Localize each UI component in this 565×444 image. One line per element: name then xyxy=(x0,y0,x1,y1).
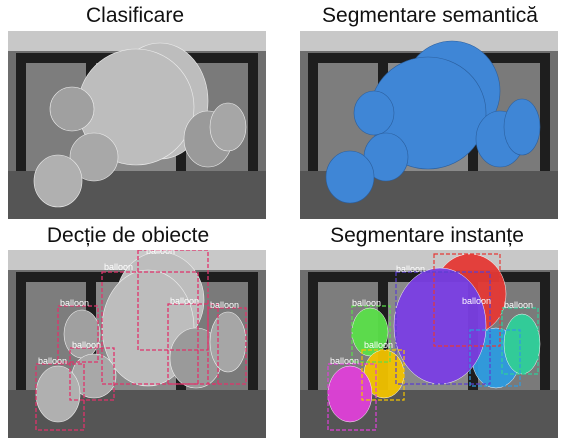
title-classification: Clasificare xyxy=(85,4,185,27)
instance-segmentation-image: balloon balloon balloon balloon balloon … xyxy=(300,250,558,438)
title-instance-segmentation: Segmentare instanțe xyxy=(330,224,524,247)
instance-label: balloon xyxy=(330,356,359,366)
classification-image xyxy=(8,31,266,219)
detection-label: balloon xyxy=(210,300,239,310)
detection-box xyxy=(167,303,219,385)
instance-label: balloon xyxy=(504,300,533,310)
semantic-segmentation-image xyxy=(300,31,558,219)
detection-box xyxy=(207,307,247,385)
detection-box xyxy=(57,305,99,363)
detection-label: balloon xyxy=(38,356,67,366)
detection-label: balloon xyxy=(146,250,175,256)
detection-label: balloon xyxy=(60,298,89,308)
detection-box xyxy=(35,363,85,431)
instance-label: balloon xyxy=(462,296,491,306)
detection-label: balloon xyxy=(72,340,101,350)
detection-label: balloon xyxy=(170,296,199,306)
detection-box xyxy=(101,271,199,385)
title-semantic-segmentation: Segmentare semantică xyxy=(322,4,538,27)
instance-label: balloon xyxy=(396,264,425,274)
instance-label: balloon xyxy=(352,298,381,308)
detection-box xyxy=(137,250,209,351)
detection-box xyxy=(69,347,115,401)
object-detection-image: balloon balloon balloon balloon balloon … xyxy=(8,250,266,438)
detection-label: balloon xyxy=(104,262,133,272)
instance-label: balloon xyxy=(364,340,393,350)
title-object-detection: Decție de obiecte xyxy=(46,224,210,247)
